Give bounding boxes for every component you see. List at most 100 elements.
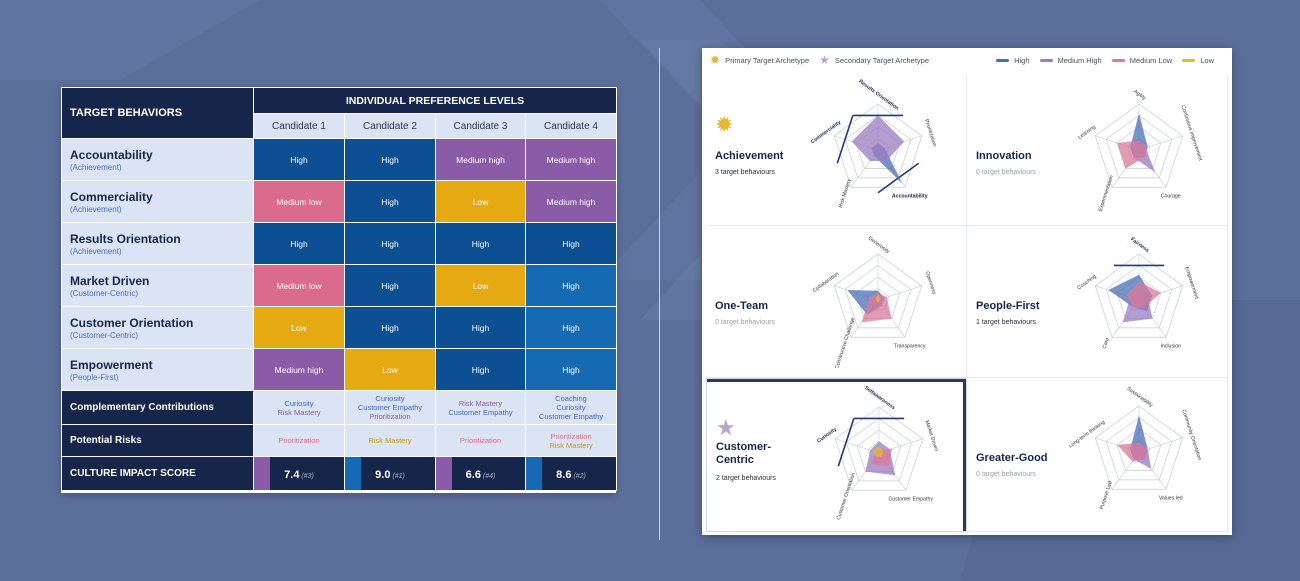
legend-primary-label: Primary Target Archetype bbox=[725, 55, 810, 65]
complementary-cell: Risk Mastery Customer Empathy bbox=[435, 390, 526, 425]
archetype-card[interactable]: ★ Customer- Centric 2 target behaviours Self… bbox=[706, 378, 967, 532]
legend-secondary-label: Secondary Target Archetype bbox=[834, 55, 929, 65]
candidate-header: Candidate 3 bbox=[435, 113, 526, 139]
preference-cell: High bbox=[524, 348, 618, 391]
score-value: 6.6 bbox=[465, 468, 481, 481]
radar-axis-label: Commerciality bbox=[810, 120, 843, 146]
radar-axis-label: Customer Empathy bbox=[889, 497, 934, 503]
archetype-title-line: People-First bbox=[976, 300, 1040, 312]
radar-axis-label: Purpose Led bbox=[1099, 480, 1114, 510]
radar-axis-label: Openness bbox=[924, 271, 937, 296]
target-count: 0 target behaviours bbox=[715, 319, 775, 326]
archetype-title-line: Greater-Good bbox=[976, 452, 1048, 464]
archetype-title-line: Centric bbox=[716, 454, 754, 466]
radar-chart: Fairness Empowerment Inclusion Care Coaching bbox=[1076, 236, 1199, 349]
radar-axis-label: Agility bbox=[1132, 89, 1147, 102]
score-cell: 7.4 (#3) bbox=[253, 456, 345, 491]
behavior-row: Accountability (Achievement) High High Mediu… bbox=[61, 138, 618, 181]
complementary-row: Complementary Contributions Curiosity Risk… bbox=[61, 390, 618, 425]
radar-ring bbox=[1094, 103, 1184, 188]
candidate-header: Candidate 1 bbox=[253, 113, 345, 139]
target-count: 1 target behaviours bbox=[976, 319, 1036, 326]
legend-level: High bbox=[996, 55, 1030, 65]
legend-level: Low bbox=[1182, 56, 1214, 65]
legend-line-icon bbox=[1039, 58, 1053, 62]
archetype-card[interactable]: People-First 1 target behaviours Fairness E… bbox=[967, 226, 1228, 378]
target-count: 3 target behaviours bbox=[715, 169, 775, 176]
risks-item: Prioritization bbox=[550, 431, 592, 441]
complementary-item: Curiosity bbox=[284, 398, 314, 408]
archetype-title-line: Innovation bbox=[976, 150, 1032, 162]
preference-levels-header: INDIVIDUAL PREFERENCE LEVELS bbox=[252, 87, 618, 114]
archetype-card[interactable]: Innovation 0 target behaviours Agility Cont… bbox=[967, 76, 1228, 226]
risks-label: Potential Risks bbox=[61, 424, 254, 457]
radar-chart: Agility Continuous Improvement Courage Expe… bbox=[1077, 89, 1203, 212]
archetype-card[interactable]: ✹ Achievement 3 target behaviours Results O… bbox=[706, 76, 967, 226]
radar-axis-label: Results Orientation bbox=[857, 79, 899, 112]
complementary-cell: Curiosity Customer Empathy Prioritization bbox=[344, 390, 436, 425]
preference-cell: High bbox=[524, 222, 618, 265]
behavior-archetype: (Achievement) bbox=[70, 162, 122, 172]
risks-cell: Prioritization bbox=[435, 424, 526, 457]
preference-cell: Medium high bbox=[435, 138, 526, 181]
risks-item: Prioritization bbox=[278, 436, 320, 445]
radar-axis-label: Empowerment bbox=[1183, 266, 1199, 300]
legend: ✹ Primary Target Archetype ★ Secondary T… bbox=[702, 48, 1232, 72]
radar-axis-label: Transparency bbox=[894, 344, 926, 350]
preference-table: TARGET BEHAVIORS INDIVIDUAL PREFERENCE L… bbox=[61, 87, 618, 491]
archetype-title: Achievement bbox=[715, 150, 783, 163]
radar-ring bbox=[833, 253, 923, 338]
radar-area bbox=[861, 293, 892, 323]
score-bar bbox=[345, 457, 361, 490]
radar-chart: Sustainability Community Orientation Value… bbox=[1069, 386, 1202, 511]
radar-ring bbox=[1116, 126, 1162, 169]
legend-level: Medium High bbox=[1039, 56, 1102, 65]
radar-ring bbox=[1094, 253, 1184, 338]
radar-axis-label: Accountability bbox=[892, 194, 928, 200]
legend-line-icon bbox=[996, 58, 1010, 62]
preference-cell: High bbox=[344, 222, 436, 265]
behavior-archetype: (People-First) bbox=[70, 372, 119, 382]
preference-cell: Medium high bbox=[524, 138, 618, 181]
archetype-panel: ✹ Primary Target Archetype ★ Secondary T… bbox=[702, 48, 1232, 535]
preference-cell: High bbox=[344, 138, 436, 181]
behavior-title: Commerciality bbox=[70, 189, 153, 204]
score-cell: 9.0 (#1) bbox=[344, 456, 436, 491]
risks-item: Risk Mastery bbox=[368, 436, 412, 445]
preference-cell: High bbox=[344, 306, 436, 349]
risks-item: Risk Mastery bbox=[549, 440, 593, 450]
archetype-grid: ✹ Achievement 3 target behaviours Results O… bbox=[706, 76, 1228, 532]
preference-cell: Low bbox=[435, 264, 526, 307]
legend-level: Medium Low bbox=[1111, 56, 1172, 65]
radar-ring bbox=[844, 115, 912, 179]
target-edge bbox=[837, 418, 855, 467]
score-rank: (#1) bbox=[390, 472, 405, 480]
legend-level-label: Low bbox=[1200, 55, 1214, 65]
radar-ring bbox=[1105, 417, 1173, 481]
archetype-card[interactable]: One-Team 0 target behaviours Generosity Ope… bbox=[706, 226, 967, 378]
risks-cell: Prioritization Risk Mastery bbox=[524, 424, 618, 457]
radar-axis-label: Generosity bbox=[867, 235, 891, 255]
legend-level-label: High bbox=[1014, 55, 1030, 65]
radar-axis-label: Coaching bbox=[1076, 274, 1097, 292]
preference-cell: High bbox=[524, 264, 618, 307]
score-label: CULTURE IMPACT SCORE bbox=[61, 456, 254, 491]
preference-cell: Medium high bbox=[524, 180, 618, 223]
radar-ring bbox=[1094, 405, 1184, 490]
target-edge bbox=[836, 115, 854, 164]
preference-cell: Low bbox=[435, 180, 526, 223]
radar-axis-label: Market Driven bbox=[923, 420, 939, 453]
target-behaviors-header: TARGET BEHAVIORS bbox=[61, 87, 254, 139]
behavior-row: Empowerment (People-First) Medium high Low H… bbox=[61, 348, 618, 391]
radar-ring bbox=[1105, 265, 1173, 329]
sun-star-icon: ✹ bbox=[715, 112, 734, 137]
behavior-archetype: (Achievement) bbox=[70, 246, 122, 256]
complementary-item: Coaching bbox=[555, 394, 587, 403]
vertical-divider bbox=[659, 48, 660, 540]
archetype-card[interactable]: Greater-Good 0 target behaviours Sustainab… bbox=[967, 378, 1228, 532]
radar-axis-label: Constructive Challenge bbox=[834, 317, 856, 368]
target-count: 0 target behaviours bbox=[976, 471, 1036, 478]
complementary-cell: Coaching Curiosity Customer Empathy bbox=[524, 390, 618, 425]
score-value: 9.0 bbox=[375, 468, 391, 481]
star-icon: ★ bbox=[716, 415, 736, 440]
